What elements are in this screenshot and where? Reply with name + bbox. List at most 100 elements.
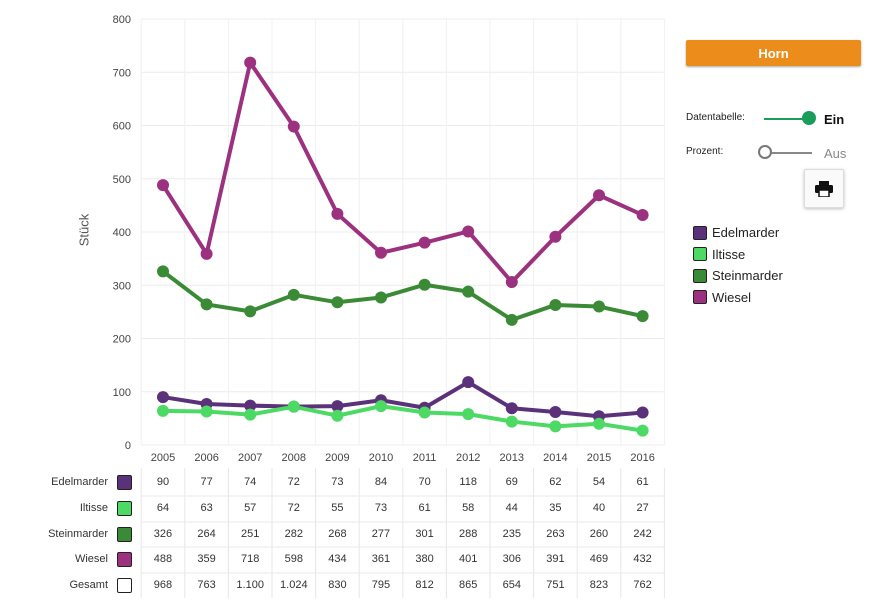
data-point-wiesel bbox=[505, 276, 518, 289]
table-cell: 35 bbox=[549, 502, 562, 514]
table-cell: 263 bbox=[546, 528, 565, 540]
horn-button[interactable]: Horn bbox=[686, 40, 861, 66]
x-tick-label: 2012 bbox=[456, 452, 480, 464]
data-point-edelmarder bbox=[505, 402, 518, 415]
x-tick-label: 2007 bbox=[238, 452, 262, 464]
data-point-iltisse bbox=[418, 406, 431, 419]
table-cell: 77 bbox=[200, 476, 213, 488]
table-row-label: Edelmarder bbox=[51, 476, 108, 488]
prozent-label: Prozent: bbox=[686, 146, 724, 157]
table-cell: 251 bbox=[241, 528, 260, 540]
y-tick-label: 700 bbox=[113, 67, 131, 79]
data-point-iltisse bbox=[375, 400, 387, 413]
data-point-iltisse bbox=[636, 424, 649, 437]
table-cell: 27 bbox=[636, 502, 649, 514]
datentabelle-state: Ein bbox=[824, 112, 845, 127]
prozent-toggle[interactable] bbox=[758, 145, 812, 161]
table-row-label: Steinmarder bbox=[48, 528, 108, 540]
y-axis-label: Stück bbox=[76, 213, 92, 247]
series-line-edelmarder bbox=[161, 380, 645, 419]
table-cell: 401 bbox=[459, 553, 478, 565]
datentabelle-label: Datentabelle: bbox=[686, 112, 745, 123]
table-cell: 1.100 bbox=[236, 579, 264, 591]
table-cell: 306 bbox=[502, 553, 521, 565]
table-cell: 63 bbox=[200, 502, 213, 514]
legend-item-steinmarder[interactable]: Steinmarder bbox=[693, 265, 783, 287]
data-point-wiesel bbox=[549, 230, 562, 243]
legend-label: Edelmarder bbox=[712, 225, 780, 241]
data-point-iltisse bbox=[462, 408, 475, 421]
prozent-toggle-knob bbox=[758, 145, 772, 159]
data-point-steinmarder bbox=[200, 298, 213, 311]
table-cell: 84 bbox=[374, 476, 388, 488]
data-point-edelmarder bbox=[636, 406, 649, 419]
table-cell: 277 bbox=[371, 528, 391, 540]
table-cell: 361 bbox=[371, 553, 391, 565]
table-cell: 72 bbox=[287, 476, 300, 488]
table-cell: 598 bbox=[284, 553, 303, 565]
data-point-edelmarder bbox=[462, 376, 475, 389]
table-cell: 823 bbox=[589, 579, 609, 591]
data-point-wiesel bbox=[287, 120, 300, 133]
data-point-steinmarder bbox=[593, 300, 605, 313]
legend-item-iltisse[interactable]: Iltisse bbox=[693, 244, 783, 266]
table-cell: 1.024 bbox=[280, 579, 308, 591]
data-point-wiesel bbox=[375, 246, 387, 259]
datentabelle-toggle[interactable] bbox=[764, 111, 816, 127]
data-point-wiesel bbox=[200, 247, 213, 260]
data-point-steinmarder bbox=[375, 291, 387, 304]
y-tick-label: 100 bbox=[113, 387, 131, 399]
table-cell: 260 bbox=[589, 528, 609, 540]
table-cell: 235 bbox=[502, 528, 521, 540]
x-tick-label: 2006 bbox=[194, 452, 218, 464]
series-line-iltisse bbox=[161, 404, 645, 433]
y-tick-label: 500 bbox=[113, 174, 131, 186]
table-cell: 654 bbox=[502, 579, 521, 591]
table-cell: 61 bbox=[418, 502, 431, 514]
x-tick-label: 2009 bbox=[325, 452, 349, 464]
data-point-wiesel bbox=[157, 179, 169, 192]
data-point-iltisse bbox=[244, 408, 257, 421]
x-tick-label: 2008 bbox=[282, 452, 306, 464]
table-cell: 434 bbox=[328, 553, 347, 565]
data-point-edelmarder bbox=[549, 405, 562, 418]
table-cell: 90 bbox=[156, 476, 170, 488]
table-cell: 55 bbox=[331, 502, 344, 514]
table-row-label: Wiesel bbox=[74, 553, 108, 565]
table-cell: 288 bbox=[459, 528, 478, 540]
data-point-iltisse bbox=[287, 400, 300, 413]
print-button[interactable] bbox=[804, 169, 844, 208]
data-point-iltisse bbox=[331, 409, 344, 422]
x-tick-label: 2016 bbox=[630, 452, 654, 464]
table-cell: 73 bbox=[374, 502, 388, 514]
data-point-steinmarder bbox=[549, 298, 562, 311]
print-icon bbox=[815, 180, 833, 197]
legend-label: Steinmarder bbox=[712, 268, 783, 284]
table-cell: 73 bbox=[331, 476, 344, 488]
data-point-steinmarder bbox=[636, 310, 649, 323]
table-cell: 865 bbox=[459, 579, 478, 591]
table-cell: 282 bbox=[284, 528, 303, 540]
table-row-swatch bbox=[117, 501, 132, 516]
legend-item-edelmarder[interactable]: Edelmarder bbox=[693, 222, 783, 244]
data-point-wiesel bbox=[636, 208, 649, 221]
datentabelle-toggle-track bbox=[764, 118, 812, 120]
table-cell: 268 bbox=[328, 528, 347, 540]
x-tick-label: 2013 bbox=[500, 452, 524, 464]
table-cell: 54 bbox=[592, 476, 606, 488]
legend-swatch bbox=[693, 247, 707, 262]
prozent-toggle-track bbox=[764, 152, 812, 154]
data-point-iltisse bbox=[157, 404, 169, 417]
table-cell: 718 bbox=[241, 553, 260, 565]
chart-legend: Edelmarder Iltisse Steinmarder Wiesel bbox=[693, 222, 783, 308]
x-tick-label: 2011 bbox=[413, 452, 437, 464]
table-cell: 264 bbox=[197, 528, 216, 540]
table-cell: 301 bbox=[415, 528, 434, 540]
legend-item-wiesel[interactable]: Wiesel bbox=[693, 287, 783, 309]
table-cell: 763 bbox=[197, 579, 216, 591]
table-cell: 40 bbox=[592, 502, 606, 514]
data-point-wiesel bbox=[418, 236, 431, 249]
series-line-wiesel bbox=[161, 60, 645, 285]
table-cell: 326 bbox=[153, 528, 173, 540]
table-cell: 242 bbox=[633, 528, 652, 540]
